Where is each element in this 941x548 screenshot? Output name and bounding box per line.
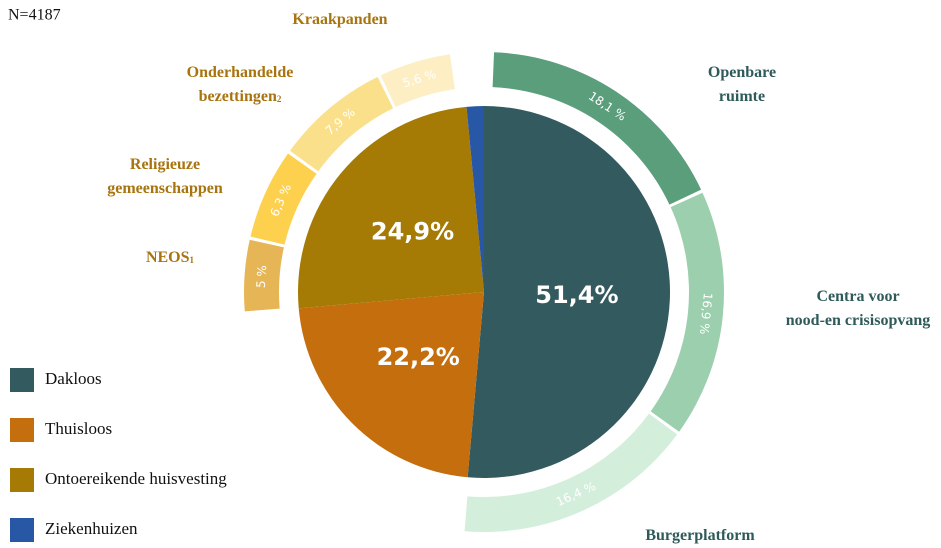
legend-swatch [10,418,34,442]
ring-segment [244,239,284,312]
slice-label: 24,9% [371,217,454,245]
ring-segment [650,192,724,432]
label-line: bezettingen [199,88,277,105]
sample-size: N=4187 [8,7,61,24]
slice-label: 22,2% [377,343,460,371]
label-line: ruimte [719,88,765,105]
category-label: Centra voor nood-en crisisopvang [786,288,930,329]
category-label: NEOS1 [146,249,195,266]
legend-label: Thuisloos [45,419,112,438]
ring-label: 5 % [254,265,270,289]
label-line: nood-en crisisopvang [786,312,930,329]
label-line: Burgerplatform [645,527,755,544]
label-line: NEOS [146,249,190,266]
label-line: Religieuze [130,156,200,173]
category-label: Religieuze gemeenschappen [107,156,223,197]
footnote: 2 [277,94,282,104]
ring-segment [464,413,678,532]
legend-swatch [10,468,34,492]
legend-label: Dakloos [45,369,102,388]
legend-swatch [10,368,34,392]
pie-slice [298,106,484,309]
pie-slice [466,106,484,292]
legend-label: Ontoereikende huisvesting [45,469,227,488]
category-label: Kraakpanden [292,11,387,28]
label-line: Kraakpanden [292,11,387,28]
legend-label: Ziekenhuizen [45,519,138,538]
ring-label: 16,9 % [697,292,715,335]
label-line: Onderhandelde [187,64,294,81]
pie-slice [467,106,670,478]
legend-swatch [10,518,34,542]
ring-segment [289,76,394,172]
label-line: Openbare [708,64,776,81]
slice-label: 51,4% [535,281,618,309]
ring-segment [250,153,317,245]
ring-segment [492,52,702,205]
category-label: Openbare ruimte [708,64,776,105]
label-line: Centra voor [816,288,899,305]
label-line: gemeenschappen [107,180,223,197]
footnote: 1 [190,255,195,265]
ring-segment [380,54,455,108]
category-label: Onderhandelde bezettingen2 [187,64,294,105]
category-label: Burgerplatform [645,527,755,544]
pie-slice [298,292,484,478]
